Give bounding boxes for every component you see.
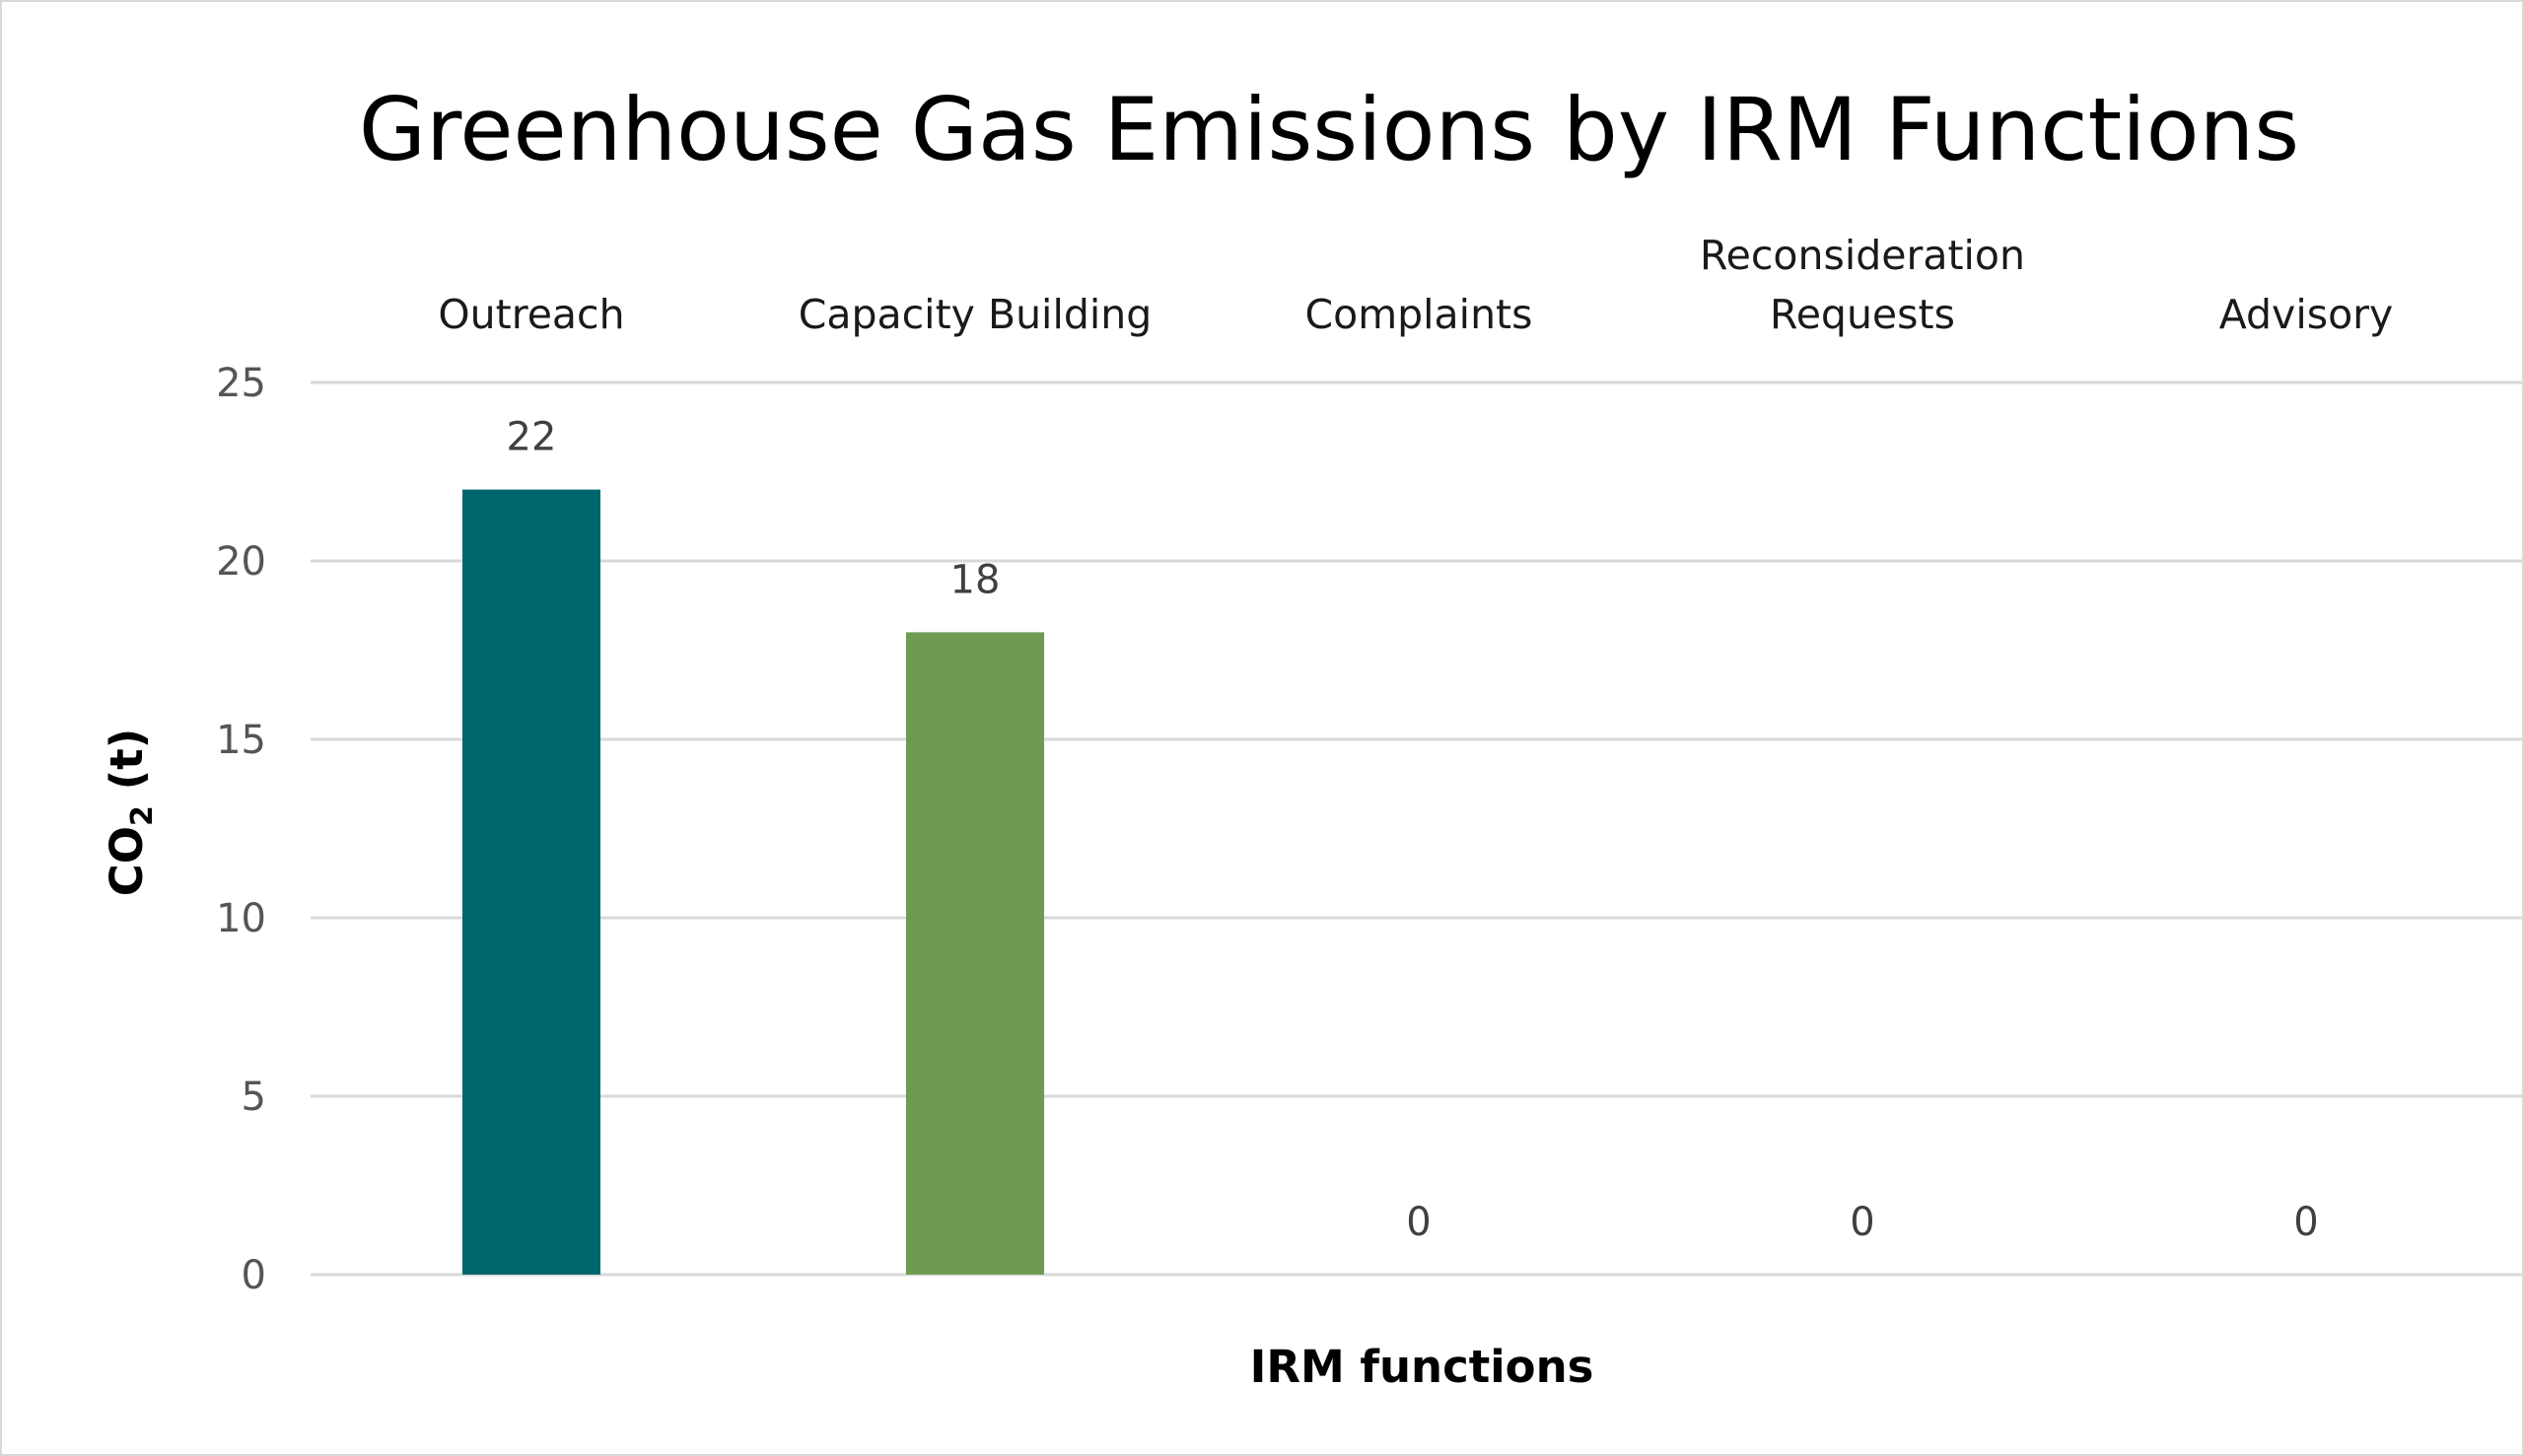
y-tick-label: 25 [216,361,266,406]
y-tick-label: 5 [242,1075,266,1120]
data-label: 0 [1850,1200,1874,1245]
category-label: Requests [1770,291,1955,338]
y-axis-title-main: CO [101,826,153,896]
y-axis-title: CO2 (t) [101,728,160,896]
bar [462,489,600,1276]
y-axis-ticks: 0 5 10 15 20 25 [216,361,266,1298]
y-axis-title-unit: (t) [101,728,153,805]
y-tick-label: 20 [216,539,266,585]
category-labels: Outreach Capacity Building Complaints Recon… [438,232,2393,338]
data-label: 0 [2293,1200,2318,1245]
y-axis-title-sub: 2 [125,805,160,826]
category-label: Complaints [1304,291,1532,338]
category-label: Outreach [438,291,624,338]
category-label: Capacity Building [799,291,1153,338]
y-tick-label: 0 [242,1253,266,1298]
y-tick-label: 10 [216,896,266,941]
chart-title: Greenhouse Gas Emissions by IRM Function… [359,79,2299,180]
category-label: Advisory [2219,291,2394,338]
data-label: 22 [507,415,557,460]
data-label: 0 [1406,1200,1431,1245]
x-axis-title: IRM functions [1250,1341,1594,1393]
data-label: 18 [950,557,1001,602]
y-tick-label: 15 [216,718,266,763]
category-label: Reconsideration [1700,232,2025,279]
data-labels: 22 18 0 0 0 [507,415,2319,1245]
gridlines [311,381,2522,1277]
bar [906,632,1044,1275]
bars [462,489,1044,1276]
